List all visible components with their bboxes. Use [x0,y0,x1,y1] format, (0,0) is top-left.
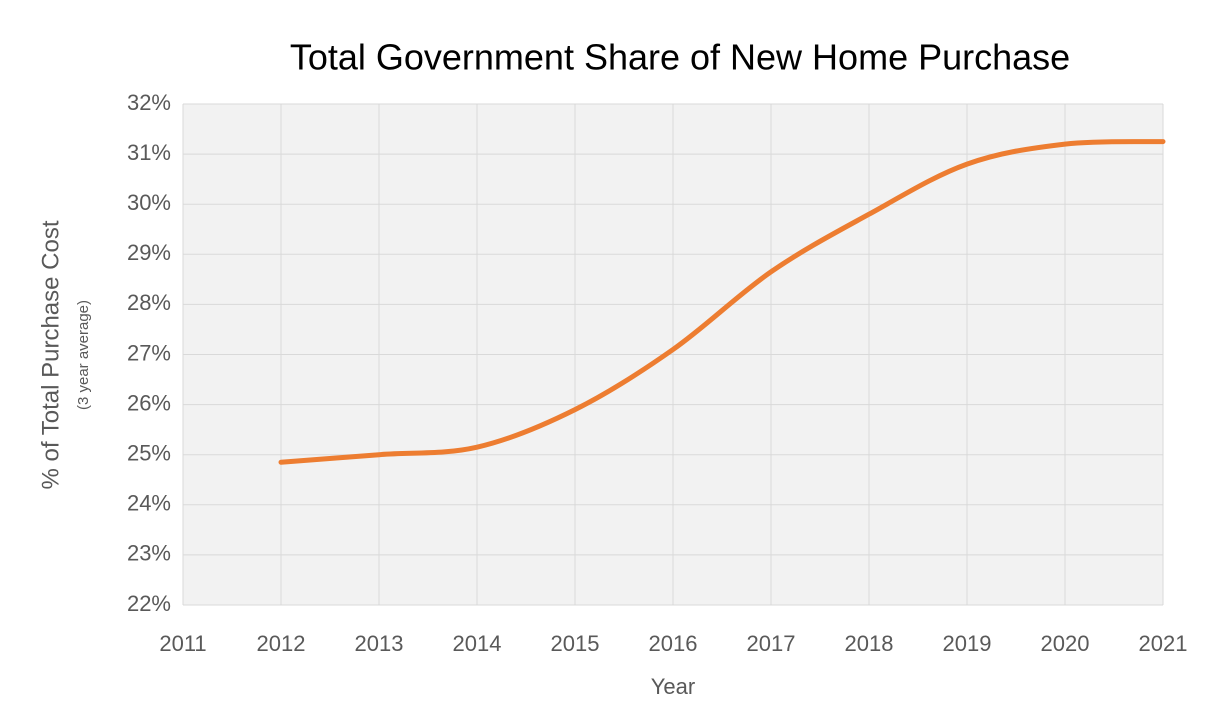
y-axis-label: % of Total Purchase Cost [37,220,64,489]
y-tick-label: 30% [127,190,171,215]
x-tick-label: 2012 [257,631,306,656]
y-tick-label: 27% [127,340,171,365]
x-tick-label: 2021 [1139,631,1188,656]
x-tick-label: 2019 [943,631,992,656]
y-tick-label: 24% [127,491,171,516]
y-tick-label: 26% [127,390,171,415]
x-tick-label: 2017 [747,631,796,656]
y-tick-label: 32% [127,90,171,115]
x-axis-label: Year [651,674,695,699]
y-tick-label: 22% [127,591,171,616]
x-tick-label: 2015 [551,631,600,656]
y-axis-sublabel: (3 year average) [75,300,92,410]
y-tick-label: 28% [127,290,171,315]
x-tick-label: 2014 [453,631,502,656]
x-tick-label: 2016 [649,631,698,656]
y-tick-label: 25% [127,441,171,466]
x-tick-label: 2018 [845,631,894,656]
x-tick-label: 2020 [1041,631,1090,656]
y-tick-label: 29% [127,240,171,265]
y-tick-label: 31% [127,140,171,165]
x-tick-label: 2013 [355,631,404,656]
x-tick-label: 2011 [159,631,206,656]
data-line [278,139,1166,465]
chart-title: Total Government Share of New Home Purch… [290,37,1070,78]
y-tick-label: 23% [127,541,171,566]
